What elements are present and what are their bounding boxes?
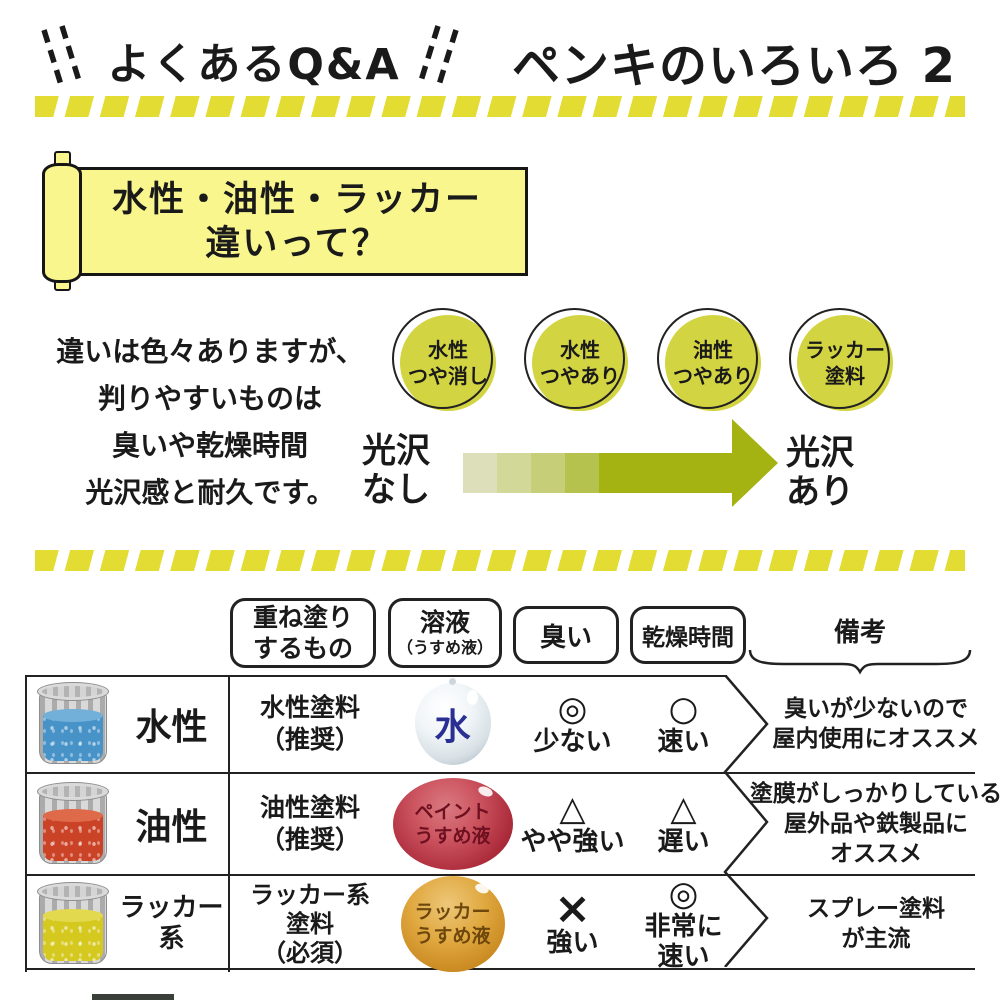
arrow-body: [599, 453, 732, 493]
remarks-cell: 臭いが少ないので 屋内使用にオススメ: [772, 695, 980, 752]
smell-cell: △ やや強い: [520, 789, 625, 857]
header-recoat: 重ね塗り するもの: [230, 598, 376, 668]
smell-rating-symbol: ◎: [557, 688, 588, 729]
dry-rating-symbol: ◎: [668, 874, 699, 914]
type-label: ラッカー 系: [119, 893, 224, 954]
arrow-step: [531, 453, 565, 493]
circle-label: 水性: [560, 338, 600, 362]
gloss-yes-label: 光沢 あり: [786, 433, 854, 512]
circle-label: 水性: [428, 338, 468, 362]
solvent-cell: 水: [390, 675, 515, 772]
intro-paragraph: 違いは色々ありますが、 判りやすいものは 臭いや乾燥時間 光沢感と耐久です。: [42, 328, 378, 516]
paint-thinner-icon: ペイント うすめ液: [392, 778, 513, 870]
circle-label: 塗料: [825, 364, 865, 388]
smell-rating-symbol: ×: [554, 883, 591, 934]
smell-cell: ◎ 少ない: [533, 688, 612, 757]
question-line-1: 水性・油性・ラッカー: [111, 179, 482, 220]
paint-can-blue-icon: [37, 681, 109, 766]
table-row-oil: 油性 油性塗料 （推奨） ペイント うすめ液 △ やや強い △ 遅い 塗膜がしっ…: [25, 774, 1000, 876]
circle-label: つやあり: [540, 364, 620, 388]
header-smell: 臭い: [513, 606, 619, 664]
arrow-head-icon: [732, 419, 778, 507]
smell-cell: × 強い: [546, 883, 599, 959]
dry-rating-symbol: △: [670, 789, 697, 829]
recoat-cell: 水性塗料 （推奨）: [259, 692, 360, 754]
gloss-gradient-arrow: [463, 453, 732, 493]
circle-label: 油性: [693, 338, 733, 362]
remarks-cell: 塗膜がしっかりしている 屋外品や鉄製品に オススメ: [749, 781, 1000, 867]
stripe-divider-top: [35, 96, 965, 117]
gloss-circle-lacquer: ラッカー 塗料: [789, 308, 893, 411]
accent-dashes-right-icon: [417, 25, 459, 89]
question-banner: 水性・油性・ラッカー 違いって？: [66, 167, 528, 276]
arrow-step: [463, 453, 497, 493]
gloss-circle-water-glossy: 水性 つやあり: [524, 308, 628, 411]
intro-line: 臭いや乾燥時間: [111, 429, 308, 462]
solvent-cell: ラッカー うすめ液: [390, 876, 515, 972]
page-title: ペンキのいろいろ 2: [511, 38, 957, 94]
remarks-brace-icon: [748, 649, 972, 675]
intro-line: 判りやすいものは: [97, 382, 322, 415]
paint-can-red-icon: [37, 782, 109, 866]
intro-line: 違いは色々ありますが、: [56, 335, 364, 368]
bottom-edge-artifact: [92, 994, 174, 1000]
lacquer-thinner-icon: ラッカー うすめ液: [400, 876, 505, 972]
water-drop-icon: 水: [414, 677, 491, 765]
circle-label: つや消し: [408, 364, 488, 388]
qa-label: よくあるQ&A: [107, 40, 401, 90]
dry-cell: ◎ 非常に 速い: [644, 874, 723, 972]
stripe-divider-middle: [35, 550, 965, 571]
arrow-step: [497, 453, 531, 493]
recoat-cell: 油性塗料 （推奨）: [259, 793, 360, 854]
scroll-roll-icon: [42, 163, 82, 283]
dry-rating-symbol: ○: [668, 688, 699, 729]
recoat-cell: ラッカー系 塗料 （必須）: [250, 880, 370, 967]
accent-dashes-left-icon: [41, 25, 83, 89]
circle-label: ラッカー: [805, 338, 885, 362]
intro-line: 光沢感と耐久です。: [85, 476, 335, 509]
gloss-circle-water-matte: 水性 つや消し: [392, 308, 496, 411]
dry-cell: ○ 速い: [657, 688, 710, 757]
remarks-zigzag-divider: [723, 675, 769, 967]
table-row-lacquer: ラッカー 系 ラッカー系 塗料 （必須） ラッカー うすめ液 × 強い ◎ 非常…: [25, 874, 975, 972]
gloss-none-label: 光沢 なし: [362, 431, 430, 510]
type-label: 油性: [135, 807, 208, 848]
table-row-water: 水性 水性塗料 （推奨） 水 ◎ 少ない ○ 速い 臭いが少ないので 屋内使用に…: [25, 675, 980, 774]
solvent-cell: ペイント うすめ液: [390, 774, 515, 874]
dry-cell: △ 遅い: [657, 789, 710, 857]
table-top-border: [25, 675, 727, 677]
circle-label: つやあり: [673, 364, 753, 388]
paint-comparison-table: 水性 水性塗料 （推奨） 水 ◎ 少ない ○ 速い 臭いが少ないので 屋内使用に…: [25, 675, 1000, 972]
type-label: 水性: [135, 706, 208, 748]
question-line-2: 違いって？: [205, 223, 389, 264]
arrow-step: [565, 453, 599, 493]
remarks-cell: スプレー塗料 が主流: [807, 896, 945, 952]
header-solvent: 溶液 （うすめ液）: [388, 598, 502, 668]
header-remarks: 備考: [833, 618, 886, 648]
paint-can-yellow-icon: [37, 882, 109, 966]
gloss-circle-oil-glossy: 油性 つやあり: [657, 308, 761, 411]
smell-rating-symbol: △: [559, 789, 586, 829]
header-dry-time: 乾燥時間: [630, 606, 746, 664]
